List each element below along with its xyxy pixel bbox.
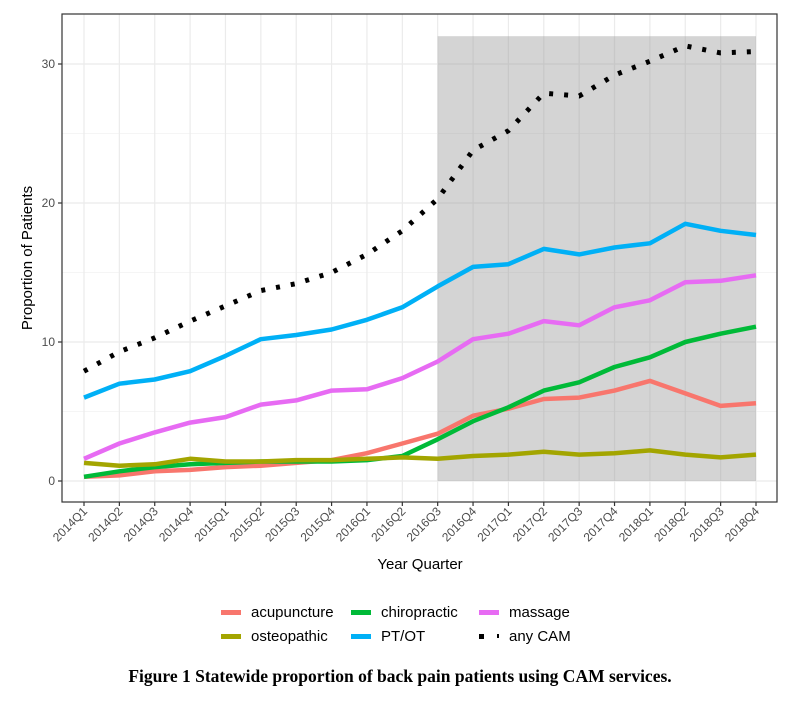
- x-tick-label: 2016Q2: [368, 504, 408, 544]
- series-line-osteopathic: [83, 448, 757, 468]
- series-line-acupuncture: [83, 378, 757, 480]
- legend-key: [479, 609, 499, 615]
- legend-label: acupuncture: [251, 603, 334, 621]
- x-tick-label: 2017Q4: [581, 504, 621, 544]
- legend-key: [221, 609, 241, 615]
- legend-key: [351, 609, 371, 615]
- legend-row: acupuncture chiropractic massage: [0, 600, 800, 624]
- x-tick-label: 2017Q2: [510, 504, 550, 544]
- legend-label: osteopathic: [251, 627, 328, 645]
- x-tick-label: 2018Q4: [722, 504, 762, 544]
- series-line-pt-ot: [83, 221, 757, 400]
- x-tick-label: 2016Q4: [439, 504, 479, 544]
- x-tick-label: 2015Q2: [227, 504, 267, 544]
- y-axis-title: Proportion of Patients: [19, 186, 36, 330]
- y-tick-label: 30: [42, 57, 56, 71]
- y-tick-label: 20: [42, 196, 56, 210]
- legend-label: PT/OT: [381, 627, 426, 645]
- grid-over-shade: [437, 36, 756, 481]
- legend-item: massage: [479, 604, 579, 621]
- x-tick-label: 2016Q1: [333, 504, 373, 544]
- y-tick-label: 10: [42, 335, 56, 349]
- x-tick-label: 2017Q1: [474, 504, 514, 544]
- x-axis: 2014Q12014Q22014Q32014Q42015Q12015Q22015…: [50, 502, 762, 544]
- shaded-region: [437, 36, 756, 481]
- y-axis: 0 10 20 30: [42, 57, 62, 488]
- plot-panel-border: [61, 13, 778, 503]
- x-tick-label: 2015Q1: [191, 504, 231, 544]
- legend-key: [479, 633, 499, 639]
- series-line-chiropractic: [83, 324, 757, 480]
- series-line-any-cam: [82, 43, 757, 374]
- x-tick-label: 2014Q4: [156, 504, 196, 544]
- x-tick-label: 2014Q1: [50, 504, 90, 544]
- legend-key: [351, 633, 371, 639]
- legend: acupuncture chiropractic massage osteopathi…: [0, 600, 800, 648]
- legend-item: osteopathic: [221, 628, 339, 645]
- series-layer: [82, 43, 757, 480]
- legend-key: [221, 633, 241, 639]
- x-tick-label: 2014Q2: [85, 504, 125, 544]
- x-tick-label: 2015Q4: [298, 504, 338, 544]
- x-tick-label: 2017Q3: [545, 504, 585, 544]
- x-tick-label: 2018Q2: [651, 504, 691, 544]
- figure-caption: Figure 1 Statewide proportion of back pa…: [128, 666, 672, 686]
- y-tick-label: 0: [48, 474, 55, 488]
- x-tick-label: 2014Q3: [121, 504, 161, 544]
- legend-label: any CAM: [509, 627, 571, 645]
- legend-item: PT/OT: [351, 628, 467, 645]
- legend-label: chiropractic: [381, 603, 458, 621]
- legend-row: osteopathic PT/OT any CAM: [0, 624, 800, 648]
- legend-item: acupuncture: [221, 604, 339, 621]
- legend-item: any CAM: [479, 628, 579, 645]
- x-tick-label: 2015Q3: [262, 504, 302, 544]
- shaded-gridlines: [437, 36, 756, 481]
- x-axis-title: Year Quarter: [377, 556, 462, 573]
- x-tick-label: 2016Q3: [404, 504, 444, 544]
- legend-label: massage: [509, 603, 570, 621]
- series-line-massage: [83, 273, 757, 461]
- x-tick-label: 2018Q1: [616, 504, 656, 544]
- x-tick-label: 2018Q3: [687, 504, 727, 544]
- shaded-region-layer: [437, 36, 756, 481]
- legend-item: chiropractic: [351, 604, 467, 621]
